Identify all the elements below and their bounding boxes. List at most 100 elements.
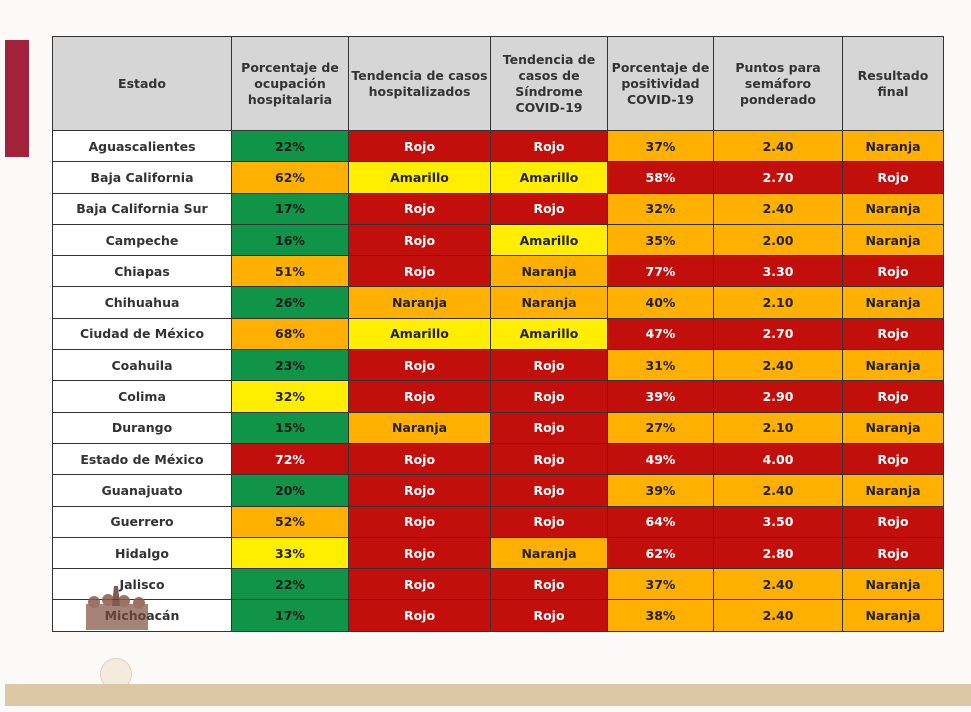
state-name: Ciudad de México [52, 317, 232, 351]
table-row: Estado de México 72% Rojo Rojo 49% 4.00 Rojo [52, 442, 944, 476]
table-row: Ciudad de México 68% Amarillo Amarillo 47% 2.… [52, 317, 944, 351]
table-row: Hidalgo 33% Rojo Naranja 62% 2.80 Rojo [52, 536, 944, 570]
table-cell: 2.80 [713, 536, 843, 570]
table-cell: 52% [231, 505, 349, 538]
table-cell: 62% [607, 536, 714, 570]
table-cell: 32% [607, 192, 714, 225]
table-cell: Naranja [842, 223, 944, 257]
state-name: Guerrero [52, 505, 232, 538]
table-cell: 2.40 [713, 568, 843, 601]
state-name: Colima [52, 380, 232, 413]
table-cell: 22% [231, 129, 349, 163]
state-name: Estado de México [52, 442, 232, 476]
table-row: Chihuahua 26% Naranja Naranja 40% 2.10 Naranja [52, 286, 944, 319]
table-cell: 17% [231, 599, 349, 632]
table-cell: 47% [607, 317, 714, 351]
table-cell: Rojo [490, 474, 608, 507]
state-name: Guanajuato [52, 474, 232, 507]
table-cell: Rojo [348, 442, 491, 476]
state-name: Coahuila [52, 349, 232, 382]
table-cell: Rojo [348, 599, 491, 632]
column-header: Porcentaje de ocupación hospitalaria [231, 36, 349, 131]
table-row: Campeche 16% Rojo Amarillo 35% 2.00 Naranja [52, 223, 944, 257]
table-row: Baja California 62% Amarillo Amarillo 58% 2.7… [52, 161, 944, 194]
table-cell: 31% [607, 349, 714, 382]
table-cell: 3.30 [713, 255, 843, 288]
footer-band [5, 684, 971, 706]
column-header: Puntos para semáforo ponderado [713, 36, 843, 131]
state-name: Aguascalientes [52, 129, 232, 163]
table-row: Colima 32% Rojo Rojo 39% 2.90 Rojo [52, 380, 944, 413]
table-cell: Rojo [348, 129, 491, 163]
table-cell: Rojo [842, 161, 944, 194]
table-cell: 37% [607, 129, 714, 163]
table-cell: Rojo [490, 599, 608, 632]
table-cell: 35% [607, 223, 714, 257]
table-cell: 64% [607, 505, 714, 538]
state-name: Baja California [52, 161, 232, 194]
table-cell: Rojo [348, 255, 491, 288]
state-name: Campeche [52, 223, 232, 257]
table-cell: 2.40 [713, 129, 843, 163]
table-cell: 2.70 [713, 161, 843, 194]
table-cell: Rojo [348, 505, 491, 538]
table-cell: Amarillo [348, 161, 491, 194]
table-cell: 49% [607, 442, 714, 476]
table-cell: Naranja [842, 286, 944, 319]
table-cell: Rojo [490, 411, 608, 444]
table-row: Coahuila 23% Rojo Rojo 31% 2.40 Naranja [52, 349, 944, 382]
table-cell: Rojo [842, 380, 944, 413]
table-cell: Rojo [490, 192, 608, 225]
table-cell: 62% [231, 161, 349, 194]
state-name: Hidalgo [52, 536, 232, 570]
table-cell: Rojo [490, 129, 608, 163]
table-cell: Naranja [842, 474, 944, 507]
table-row: Baja California Sur 17% Rojo Rojo 32% 2.40 Nar… [52, 192, 944, 225]
state-name: Chiapas [52, 255, 232, 288]
table-cell: 39% [607, 474, 714, 507]
column-header: Tendencia de casos de Síndrome COVID-19 [490, 36, 608, 131]
header-row: Estado Porcentaje de ocupación hospitalar… [52, 36, 944, 131]
table-cell: 2.10 [713, 286, 843, 319]
table-cell: 27% [607, 411, 714, 444]
table-cell: Naranja [348, 411, 491, 444]
table-cell: Rojo [348, 536, 491, 570]
column-header: Porcentaje de positividad COVID-19 [607, 36, 714, 131]
table-row: Aguascalientes 22% Rojo Rojo 37% 2.40 Naranja [52, 129, 944, 163]
table-cell: Naranja [490, 286, 608, 319]
column-header: Resultado final [842, 36, 944, 131]
table-row: Chiapas 51% Rojo Naranja 77% 3.30 Rojo [52, 255, 944, 288]
table-cell: Naranja [490, 536, 608, 570]
table-cell: Rojo [842, 505, 944, 538]
table-cell: 58% [607, 161, 714, 194]
table-cell: Amarillo [490, 161, 608, 194]
table-cell: Rojo [348, 568, 491, 601]
table-cell: Amarillo [490, 223, 608, 257]
column-header: Tendencia de casos hospitalizados [348, 36, 491, 131]
table-cell: Naranja [842, 129, 944, 163]
table-cell: 33% [231, 536, 349, 570]
table-cell: Naranja [490, 255, 608, 288]
table-cell: 4.00 [713, 442, 843, 476]
table-cell: 17% [231, 192, 349, 225]
logo-image [86, 586, 148, 630]
state-name: Chihuahua [52, 286, 232, 319]
table-cell: 22% [231, 568, 349, 601]
table-cell: 2.00 [713, 223, 843, 257]
table-cell: 38% [607, 599, 714, 632]
table-cell: 23% [231, 349, 349, 382]
table-cell: 39% [607, 380, 714, 413]
table-cell: 2.40 [713, 599, 843, 632]
table-cell: 2.40 [713, 192, 843, 225]
table-cell: 3.50 [713, 505, 843, 538]
state-name: Jalisco [52, 568, 232, 601]
table-cell: Rojo [842, 536, 944, 570]
table-cell: 20% [231, 474, 349, 507]
table-row: Guerrero 52% Rojo Rojo 64% 3.50 Rojo [52, 505, 944, 538]
semaforo-table: Estado Porcentaje de ocupación hospitalar… [52, 36, 944, 632]
table-cell: Amarillo [490, 317, 608, 351]
table-cell: Naranja [842, 599, 944, 632]
state-name: Durango [52, 411, 232, 444]
table-cell: 2.10 [713, 411, 843, 444]
table-cell: Rojo [348, 380, 491, 413]
